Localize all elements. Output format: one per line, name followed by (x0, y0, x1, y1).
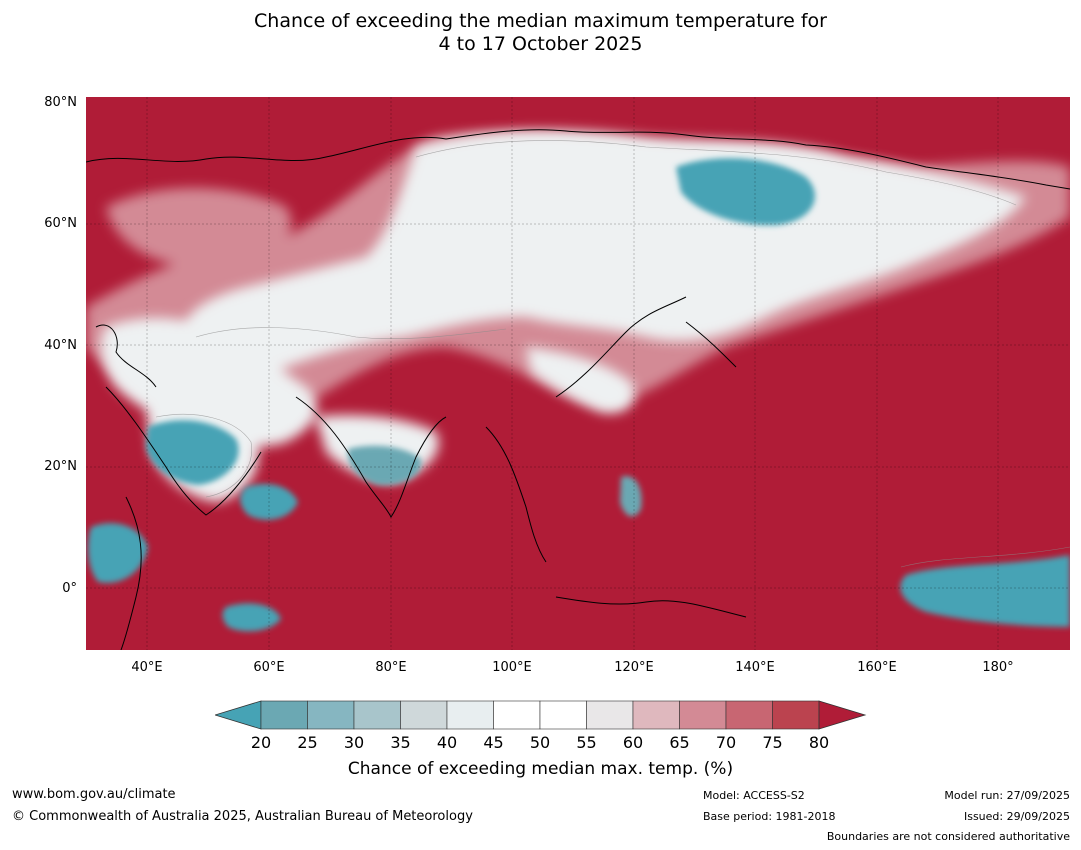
contour-central-asia (195, 327, 507, 340)
colorbar-label: Chance of exceeding median max. temp. (%… (347, 759, 734, 779)
model-run-date: Model run: 27/09/2025 (944, 789, 1070, 802)
colorbar-tick-30: 30 (343, 733, 365, 752)
lat-label-equator: 0° (62, 581, 77, 596)
coastline-caspian-black-sea (95, 324, 157, 388)
lon-label-60e: 60°E (253, 660, 285, 675)
graticule-layer (86, 97, 1070, 650)
cool-philippines (620, 476, 642, 517)
cool-layer (87, 158, 1070, 632)
colorbar-segment-35-40 (400, 700, 448, 730)
cool-india (347, 445, 422, 486)
colorbar-tick-70: 70 (715, 733, 737, 752)
colorbar-segment-65-70 (679, 700, 727, 730)
colorbar-segment-70-75 (725, 700, 773, 730)
title-line-1: Chance of exceeding the median maximum t… (254, 10, 827, 32)
coastline-arabia-red-sea (105, 386, 262, 516)
neutral-eastern-china (526, 347, 635, 413)
cool-indian-ocean (240, 483, 298, 520)
pink-band-scandinavia (106, 188, 292, 267)
colorbar-tick-35: 35 (390, 733, 411, 752)
colorbar-tick-25: 25 (297, 733, 318, 752)
copyright-notice: © Commonwealth of Australia 2025, Austra… (12, 809, 473, 824)
coastline-southeast-asia (485, 426, 547, 563)
colorbar-segment-55-60 (586, 700, 634, 730)
coastline-india (295, 396, 447, 518)
colorbar-tick-80: 80 (808, 733, 830, 752)
title-line-2: 4 to 17 October 2025 (438, 33, 643, 55)
lat-label-20n: 20°N (44, 459, 77, 474)
cool-equatorial-pacific (900, 555, 1070, 627)
colorbar-tick-75: 75 (762, 733, 783, 752)
colorbar-tick-60: 60 (622, 733, 644, 752)
colorbar-segment-45-50 (493, 700, 541, 730)
colorbar-under-arrow (215, 700, 262, 730)
model-info: Model: ACCESS-S2 (703, 789, 805, 802)
coastline-layer (86, 129, 1070, 650)
cool-south-indian-ocean (222, 603, 281, 632)
neutral-siberia (184, 130, 1026, 370)
colorbar-segment-60-65 (632, 700, 680, 730)
lat-label-60n: 60°N (44, 216, 77, 231)
contour-layer (155, 140, 1070, 568)
lon-label-180: 180° (982, 660, 1014, 675)
issued-date: Issued: 29/09/2025 (963, 810, 1070, 823)
contour-pacific (900, 546, 1070, 568)
contour-siberia (415, 140, 1017, 206)
colorbar-tick-45: 45 (483, 733, 504, 752)
colorbar-segment-20-25 (260, 700, 308, 730)
lon-label-40e: 40°E (131, 660, 163, 675)
contour-arabia (155, 414, 253, 498)
map-svg (86, 97, 1070, 650)
colorbar-segments (260, 700, 820, 730)
colorbar-tick-40: 40 (436, 733, 458, 752)
coastline-east-africa (120, 496, 142, 650)
bom-website: www.bom.gov.au/climate (12, 787, 176, 802)
chart-title: Chance of exceeding the median maximum t… (0, 10, 1081, 56)
colorbar-over-arrow (818, 700, 867, 730)
colorbar-segment-40-45 (446, 700, 494, 730)
coastline-china-korea (555, 296, 687, 398)
coastline-arctic (86, 129, 1070, 190)
cool-eastern-siberia (676, 158, 815, 226)
colorbar-segment-30-35 (353, 700, 401, 730)
boundaries-disclaimer: Boundaries are not considered authoritat… (826, 830, 1070, 843)
lat-label-40n: 40°N (44, 338, 77, 353)
colorbar-tick-65: 65 (669, 733, 690, 752)
colorbar-segment-75-80 (772, 700, 820, 730)
lon-label-100e: 100°E (492, 660, 532, 675)
colorbar (215, 700, 867, 730)
colorbar-segment-25-30 (307, 700, 355, 730)
colorbar-segment-50-55 (539, 700, 587, 730)
lon-label-160e: 160°E (857, 660, 897, 675)
colorbar-tick-20: 20 (250, 733, 272, 752)
lat-label-80n: 80°N (44, 95, 77, 110)
colorbar-tick-50: 50 (529, 733, 551, 752)
forecast-map (86, 97, 1070, 650)
coastline-japan (685, 321, 737, 368)
base-period-info: Base period: 1981-2018 (703, 810, 836, 823)
cool-arabia (146, 420, 239, 485)
lon-label-140e: 140°E (735, 660, 775, 675)
lon-label-120e: 120°E (614, 660, 654, 675)
cool-east-africa (87, 523, 148, 583)
colorbar-tick-55: 55 (576, 733, 597, 752)
coastline-indonesia (555, 596, 747, 618)
lon-label-80e: 80°E (375, 660, 407, 675)
